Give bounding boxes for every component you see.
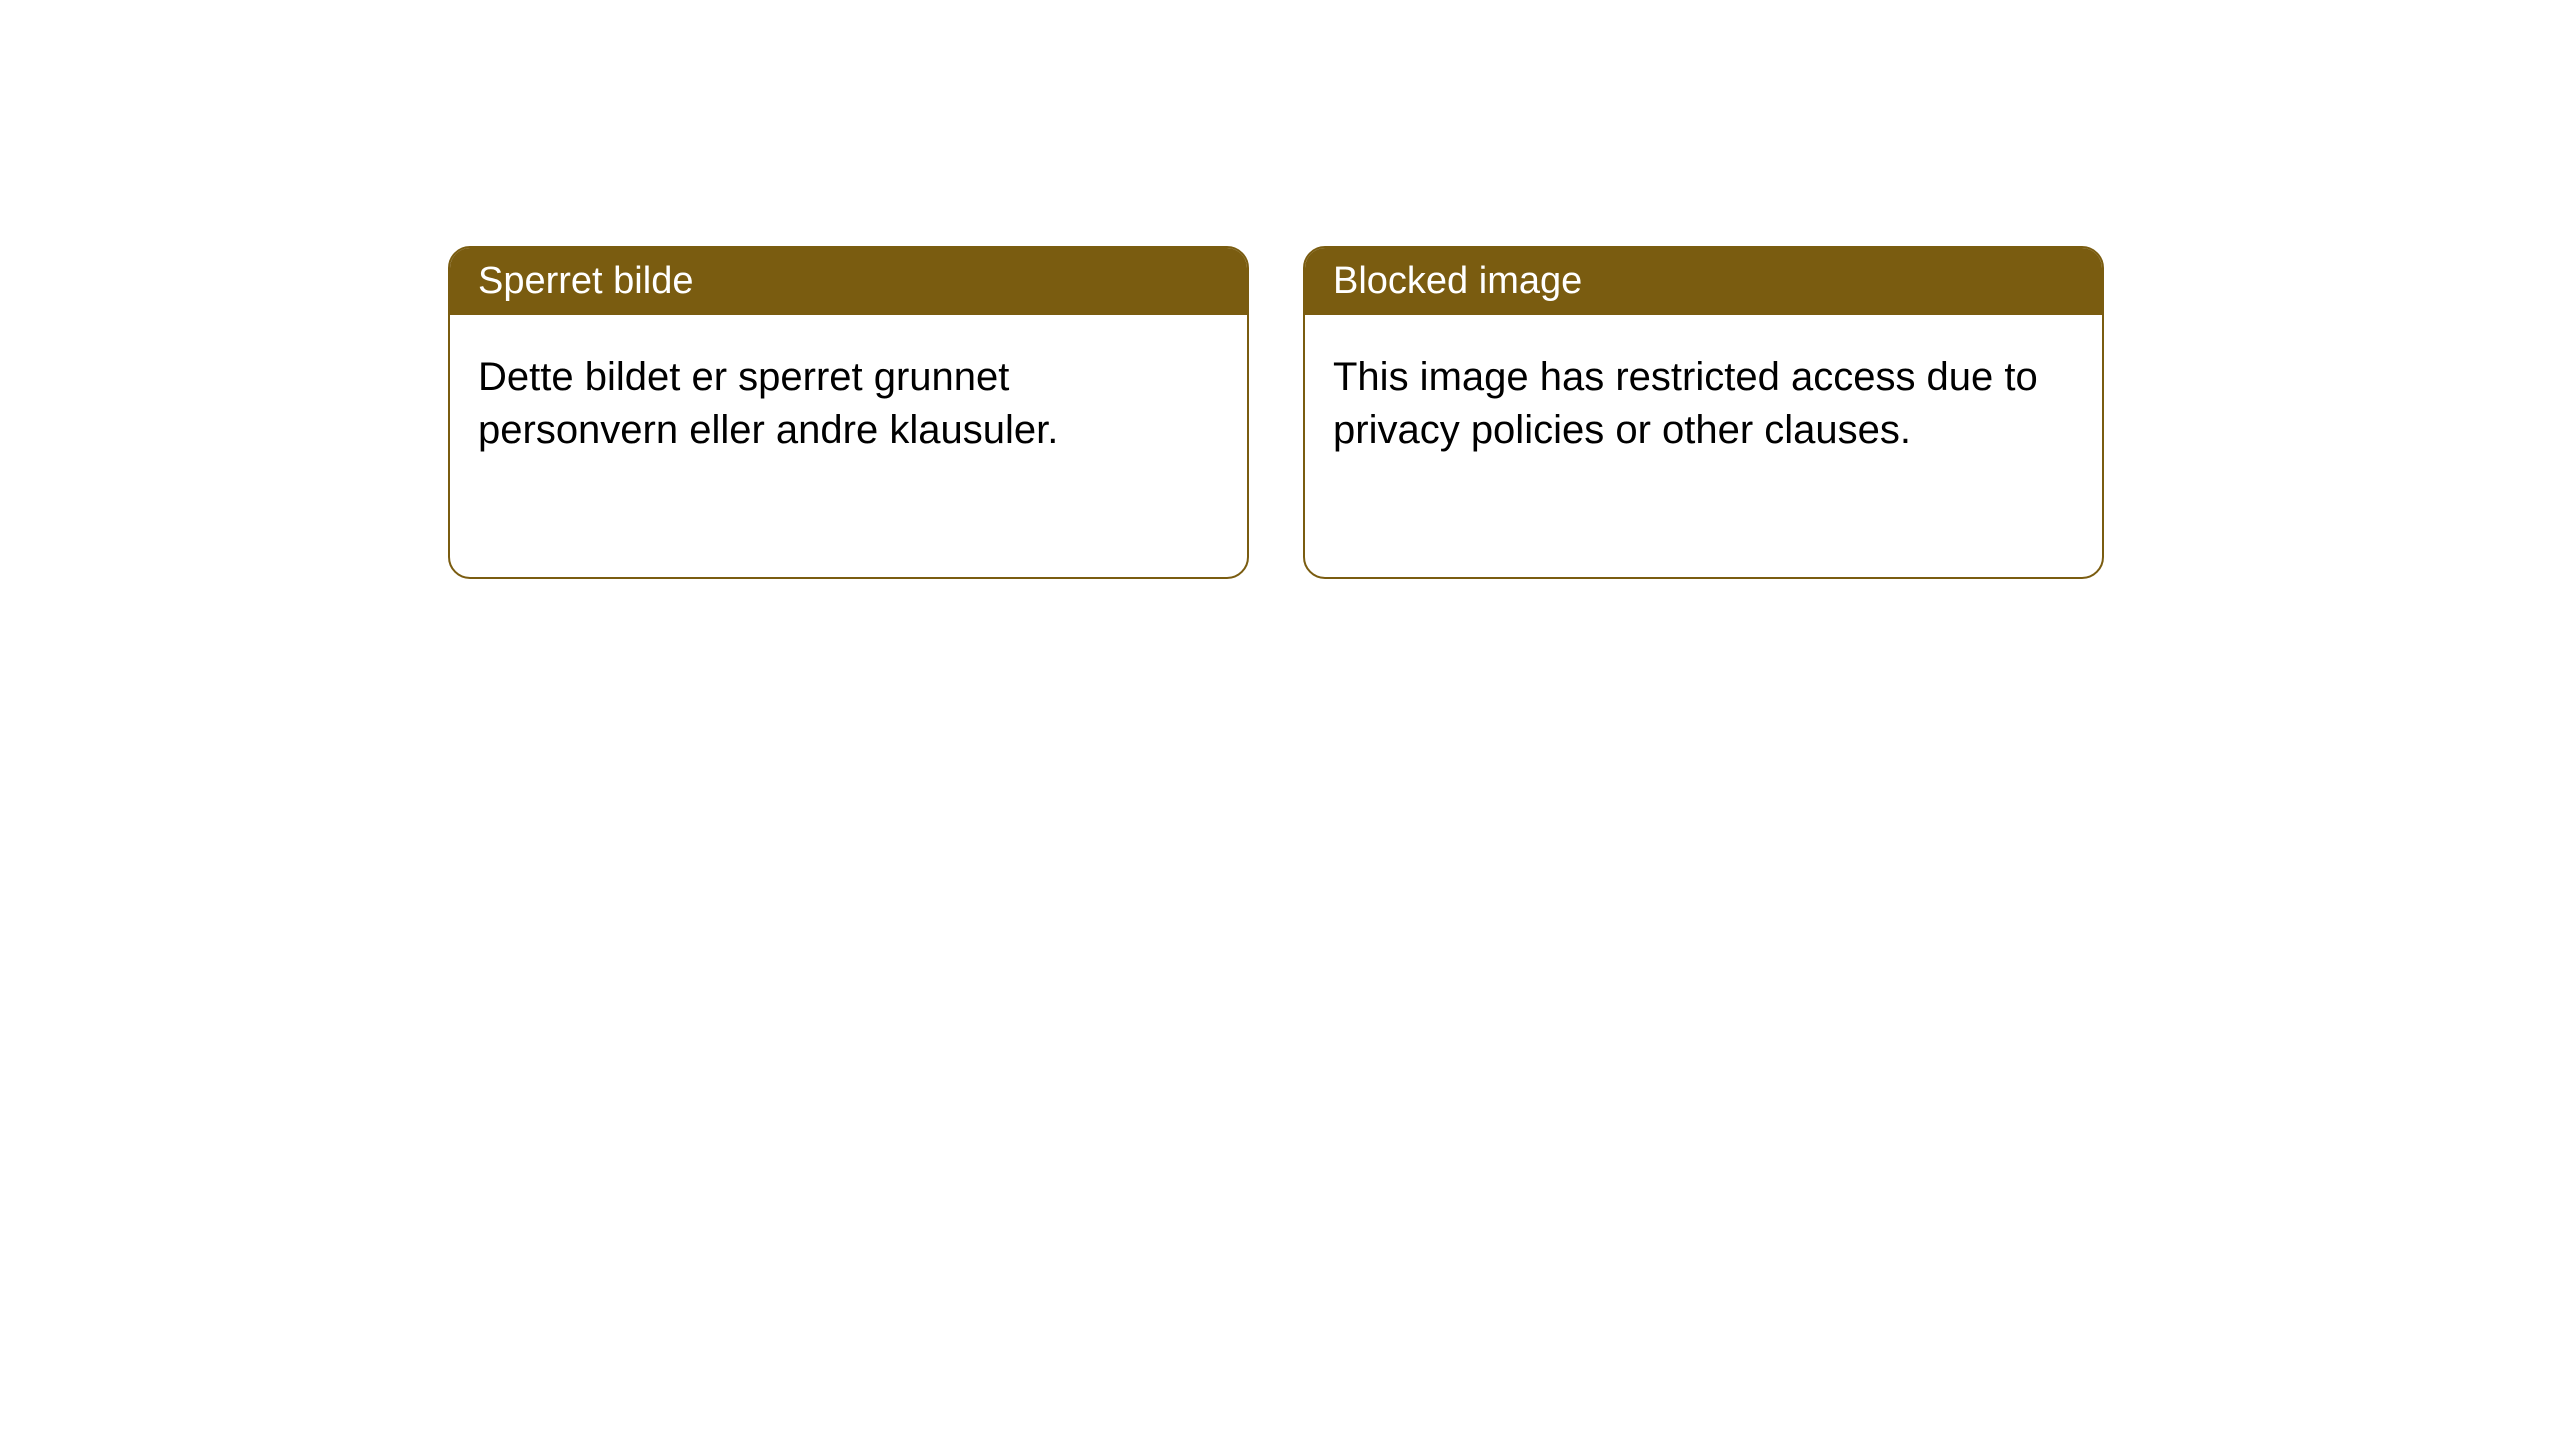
card-message: Dette bildet er sperret grunnet personve… bbox=[478, 355, 1058, 452]
notice-card-norwegian: Sperret bilde Dette bildet er sperret gr… bbox=[448, 246, 1249, 579]
card-body: This image has restricted access due to … bbox=[1305, 315, 2102, 493]
notice-cards-container: Sperret bilde Dette bildet er sperret gr… bbox=[448, 246, 2104, 579]
notice-card-english: Blocked image This image has restricted … bbox=[1303, 246, 2104, 579]
card-message: This image has restricted access due to … bbox=[1333, 355, 2038, 452]
card-header: Blocked image bbox=[1305, 248, 2102, 315]
card-title: Sperret bilde bbox=[478, 260, 693, 302]
card-body: Dette bildet er sperret grunnet personve… bbox=[450, 315, 1247, 493]
card-header: Sperret bilde bbox=[450, 248, 1247, 315]
card-title: Blocked image bbox=[1333, 260, 1582, 302]
